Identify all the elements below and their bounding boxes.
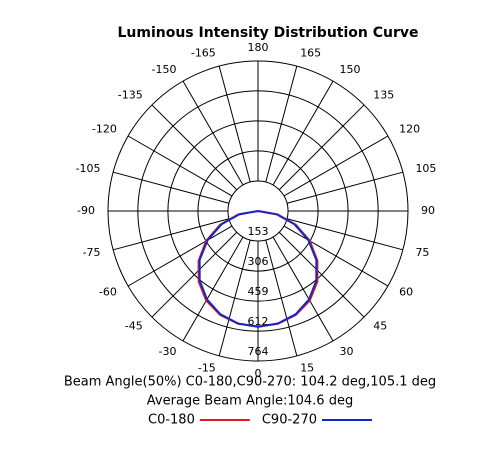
- angle-tick-label: -105: [76, 162, 101, 175]
- angle-tick-label: 135: [373, 89, 394, 102]
- angle-tick-label: 75: [415, 246, 429, 259]
- grid-spoke: [182, 236, 244, 342]
- grid-spoke: [218, 65, 251, 183]
- grid-spoke: [278, 104, 365, 191]
- grid-spoke: [265, 239, 298, 357]
- angle-tick-label: 45: [373, 319, 387, 332]
- angle-tick-label: 180: [248, 41, 269, 54]
- series-line: [198, 210, 318, 328]
- radial-tick-label: 764: [248, 345, 269, 358]
- grid-spoke: [182, 80, 244, 186]
- angle-tick-label: -30: [159, 345, 177, 358]
- angle-tick-label: -15: [198, 361, 216, 374]
- angle-tick-label: -150: [152, 63, 177, 76]
- radial-tick-label: 153: [248, 225, 269, 238]
- angle-tick-label: 60: [399, 286, 413, 299]
- grid-spoke: [112, 171, 230, 204]
- angle-tick-label: 0: [255, 367, 262, 380]
- grid-spoke: [151, 104, 238, 191]
- grid-spoke: [127, 135, 233, 197]
- grid-spoke: [272, 80, 334, 186]
- legend-label: C0-180: [148, 413, 195, 428]
- angle-tick-label: -90: [77, 204, 95, 217]
- chart-title: Luminous Intensity Distribution Curve: [117, 25, 418, 41]
- angle-tick-label: 90: [421, 204, 435, 217]
- grid-spoke: [127, 225, 233, 287]
- grid-spoke: [112, 218, 230, 251]
- grid-spoke: [278, 231, 365, 318]
- annotation: Average Beam Angle:104.6 deg: [147, 394, 353, 409]
- grid-spoke: [283, 135, 389, 197]
- annotation: Beam Angle(50%) C0-180,C90-270: 104.2 de…: [64, 375, 436, 390]
- grid-spoke: [151, 231, 238, 318]
- grid-spoke: [218, 239, 251, 357]
- angle-tick-label: -135: [118, 89, 143, 102]
- angle-tick-label: 150: [340, 63, 361, 76]
- angle-tick-label: 120: [399, 123, 420, 136]
- angle-tick-label: -45: [125, 319, 143, 332]
- radial-tick-label: 612: [248, 315, 269, 328]
- grid-spoke: [265, 65, 298, 183]
- angle-tick-label: 105: [415, 162, 436, 175]
- angle-tick-label: -120: [92, 123, 117, 136]
- grid-spoke: [283, 225, 389, 287]
- radial-tick-label: 306: [248, 255, 269, 268]
- angle-tick-label: 15: [300, 361, 314, 374]
- legend-label: C90-270: [262, 413, 317, 428]
- angle-tick-label: -165: [191, 47, 216, 60]
- grid-spoke: [286, 218, 404, 251]
- angle-tick-label: -60: [99, 286, 117, 299]
- grid-spoke: [272, 236, 334, 342]
- angle-tick-label: 30: [340, 345, 354, 358]
- angle-tick-label: -75: [83, 246, 101, 259]
- radial-tick-label: 459: [248, 285, 269, 298]
- grid-spoke: [286, 171, 404, 204]
- angle-tick-label: 165: [300, 47, 321, 60]
